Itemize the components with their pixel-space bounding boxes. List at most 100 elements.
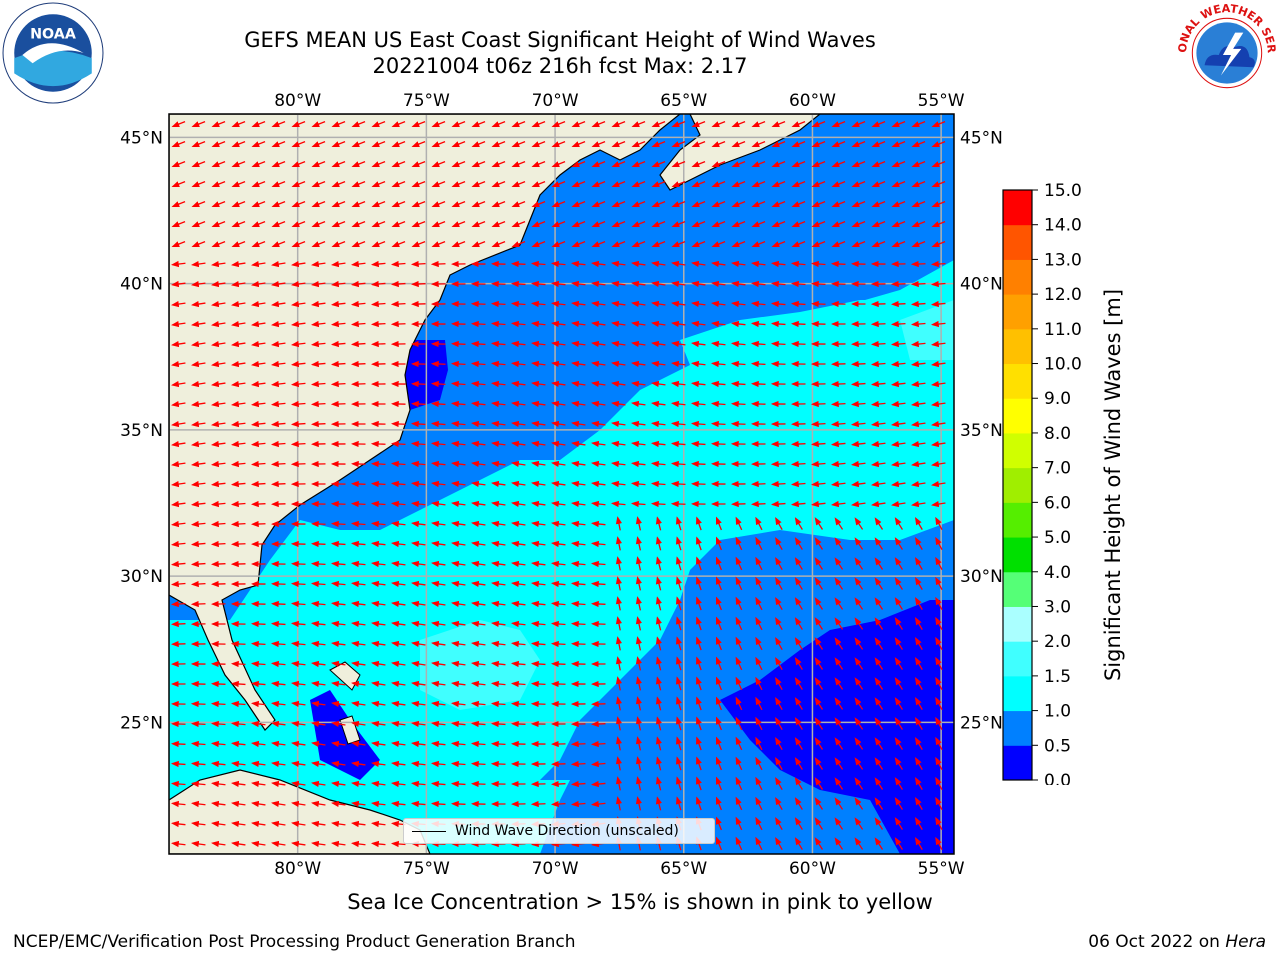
wind-arrow (411, 141, 426, 147)
wind-arrow (451, 560, 466, 568)
wind-arrow (490, 300, 506, 308)
wind-arrow (691, 221, 706, 227)
wind-arrow (270, 680, 286, 688)
wind-arrow (170, 540, 186, 548)
wind-arrow (794, 517, 803, 530)
wind-arrow (471, 221, 486, 227)
wind-arrow (270, 400, 286, 408)
wind-arrow (470, 320, 486, 328)
wind-arrow (490, 740, 506, 748)
nws-logo-icon: NATIONAL WEATHER SERVICE (1176, 2, 1278, 103)
wind-arrow (670, 420, 686, 428)
wind-arrow (451, 141, 466, 147)
wind-arrow (690, 460, 706, 468)
wind-arrow (530, 280, 546, 288)
wind-arrow (250, 680, 266, 688)
wind-arrow (251, 121, 266, 127)
wind-arrow (631, 121, 646, 127)
wind-arrow (735, 576, 743, 591)
wind-arrow (210, 500, 226, 508)
wind-arrow (671, 181, 686, 187)
wind-arrow (490, 400, 506, 408)
wind-arrow (410, 400, 426, 408)
wind-arrow (190, 520, 206, 528)
wind-arrow (691, 121, 706, 127)
lon-tick-label-bottom: 70°W (532, 859, 579, 879)
wind-arrow (331, 121, 346, 127)
wind-arrow (470, 760, 486, 768)
wind-arrow (331, 221, 346, 227)
wind-arrow (291, 121, 306, 127)
wind-arrow (290, 440, 306, 448)
wind-arrow (171, 141, 186, 147)
colorbar-tick-label: 6.0 (1044, 493, 1071, 513)
wind-arrow (811, 121, 826, 127)
wind-arrow (651, 300, 666, 308)
wind-arrow (391, 241, 406, 247)
wind-arrow (510, 620, 526, 628)
wind-arrow (911, 161, 926, 167)
wind-arrow (830, 480, 846, 488)
wind-arrow (411, 580, 426, 588)
wind-arrow (691, 181, 706, 187)
wind-arrow (851, 480, 866, 488)
wind-arrow (615, 656, 623, 671)
wind-arrow (271, 121, 286, 127)
wind-arrow (850, 380, 866, 388)
wind-arrow (750, 280, 766, 288)
wind-arrow (711, 260, 726, 268)
wind-arrow (511, 241, 526, 247)
wind-arrow (750, 340, 766, 348)
wind-arrow (615, 616, 623, 631)
wind-arrow (651, 241, 666, 247)
wind-arrow (911, 440, 926, 448)
wind-arrow (270, 380, 286, 388)
wind-arrow (231, 320, 246, 328)
wind-arrow (191, 181, 206, 187)
wind-arrow (891, 480, 906, 488)
wind-arrow (430, 400, 446, 408)
wind-arrow (351, 660, 366, 668)
colorbar-tick-label: 7.0 (1044, 459, 1071, 479)
wind-arrow (211, 380, 226, 388)
wind-arrow (810, 280, 826, 288)
wind-arrow (311, 161, 326, 167)
wind-arrow (690, 440, 706, 448)
wind-arrow (551, 201, 566, 207)
wind-arrow (834, 517, 844, 530)
wind-arrow (211, 181, 226, 187)
wind-arrow (430, 380, 446, 388)
wind-arrow (210, 520, 226, 528)
wind-arrow (671, 260, 686, 268)
wind-arrow (491, 580, 506, 588)
wind-arrow (491, 141, 506, 147)
wind-arrow (711, 181, 726, 187)
wind-arrow (250, 620, 266, 628)
wind-arrow (911, 141, 926, 147)
wind-arrow (350, 300, 366, 308)
wind-arrow (851, 181, 866, 187)
wind-arrow (911, 221, 926, 227)
wind-arrow (230, 480, 246, 488)
wind-arrow (894, 637, 903, 650)
wind-arrow (914, 537, 923, 550)
wind-arrow (171, 340, 186, 348)
wind-arrow (615, 516, 623, 531)
wind-arrow (210, 480, 226, 488)
wind-arrow (911, 241, 926, 247)
wind-arrow (931, 500, 946, 508)
wind-arrow (914, 517, 923, 530)
wind-arrow (370, 480, 386, 488)
wind-arrow (171, 460, 186, 468)
wind-arrow (291, 260, 306, 268)
wind-arrow (930, 320, 946, 328)
wind-arrow (731, 141, 746, 147)
wind-arrow (531, 420, 546, 428)
wind-arrow (490, 280, 506, 288)
wind-arrow (510, 280, 526, 288)
wind-arrow (330, 300, 346, 308)
wind-arrow (310, 620, 326, 628)
wind-arrow (695, 556, 702, 571)
wind-arrow (451, 640, 466, 648)
wind-arrow (471, 620, 486, 628)
